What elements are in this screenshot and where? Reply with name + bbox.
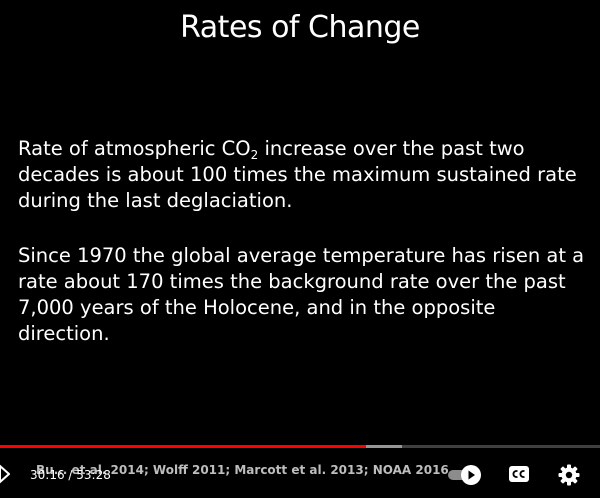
paragraph-1-text-end: increase over the past two decades is ab… <box>18 137 577 212</box>
co2-subscript: 2 <box>250 148 259 162</box>
progress-bar[interactable] <box>0 445 600 448</box>
play-icon[interactable] <box>0 464 10 484</box>
autoplay-knob <box>461 465 481 485</box>
gear-icon[interactable] <box>557 463 581 487</box>
autoplay-toggle[interactable] <box>448 465 484 485</box>
video-frame[interactable]: Rates of Change Rate of atmospheric CO2 … <box>0 0 600 445</box>
time-display: 30:16 / 53:28 <box>30 468 111 482</box>
paragraph-1-text-start: Rate of atmospheric CO <box>18 137 251 160</box>
cc-icon[interactable] <box>508 465 530 483</box>
player-controls: 30:16 / 53:28 <box>0 452 600 498</box>
slide-citation: Bu... et al. 2014; Wolff 2011; Marcott e… <box>36 463 449 477</box>
progress-played <box>0 445 366 448</box>
slide-paragraph-2: Since 1970 the global average temperatur… <box>18 244 585 345</box>
slide-title: Rates of Change <box>180 10 420 45</box>
autoplay-play-icon <box>468 470 475 480</box>
slide-paragraph-1: Rate of atmospheric CO2 increase over th… <box>18 136 588 214</box>
duration: 53:28 <box>76 468 111 482</box>
current-time: 30:16 <box>30 468 65 482</box>
